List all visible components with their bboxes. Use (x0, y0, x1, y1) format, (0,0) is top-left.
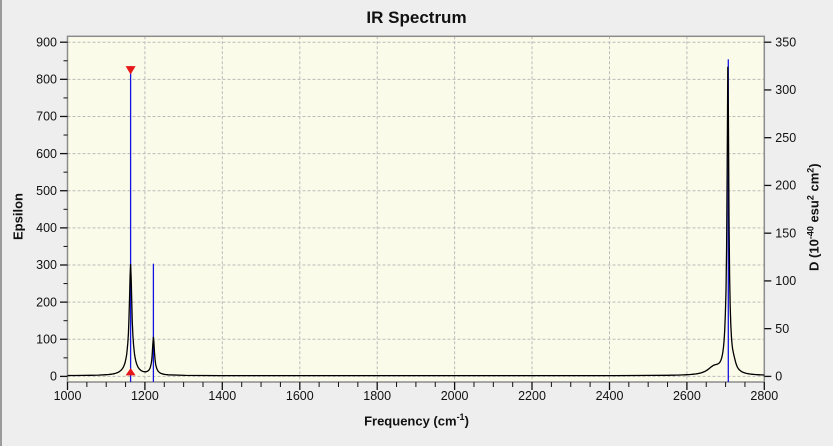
svg-text:100: 100 (775, 274, 796, 288)
svg-text:150: 150 (775, 226, 796, 240)
svg-text:100: 100 (36, 333, 57, 347)
svg-text:800: 800 (36, 73, 57, 87)
svg-text:2800: 2800 (750, 389, 778, 403)
svg-text:0: 0 (775, 370, 782, 384)
svg-text:300: 300 (36, 258, 57, 272)
svg-text:250: 250 (775, 131, 796, 145)
svg-text:1400: 1400 (208, 389, 236, 403)
svg-text:200: 200 (36, 295, 57, 309)
svg-text:2600: 2600 (673, 389, 701, 403)
svg-text:1800: 1800 (363, 389, 391, 403)
svg-text:1000: 1000 (54, 389, 82, 403)
svg-text:2000: 2000 (441, 389, 469, 403)
svg-text:0: 0 (50, 370, 57, 384)
svg-text:700: 700 (36, 110, 57, 124)
svg-text:300: 300 (775, 83, 796, 97)
svg-text:200: 200 (775, 179, 796, 193)
svg-text:350: 350 (775, 35, 796, 49)
svg-text:600: 600 (36, 147, 57, 161)
svg-text:2400: 2400 (596, 389, 624, 403)
svg-text:50: 50 (775, 322, 789, 336)
svg-text:1600: 1600 (286, 389, 314, 403)
svg-text:500: 500 (36, 184, 57, 198)
svg-text:1200: 1200 (131, 389, 159, 403)
svg-text:400: 400 (36, 221, 57, 235)
svg-text:2200: 2200 (518, 389, 546, 403)
svg-text:900: 900 (36, 35, 57, 49)
